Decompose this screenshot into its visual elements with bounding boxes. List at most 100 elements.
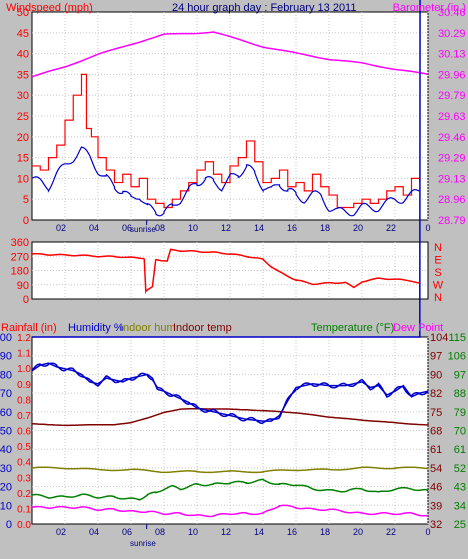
indoor-temp-tick-label: 54	[430, 463, 442, 475]
temperature-tick-label: 52	[454, 463, 466, 475]
humidity-tick-label: 10	[0, 500, 12, 512]
windspeed-tick-label: 0	[23, 215, 29, 227]
x-tick-label: 20	[353, 223, 363, 233]
humidity-tick-label: 0	[6, 519, 12, 531]
rainfall-tick-label: 0.9	[17, 380, 31, 391]
sunrise-label-top: sunrise	[130, 225, 156, 234]
rainfall-tick-label: 0.5	[17, 442, 31, 453]
x-tick-label: 08	[155, 223, 165, 233]
x-tick-label: 18	[320, 527, 330, 537]
rainfall-baseline	[31, 362, 429, 422]
rainfall-tick-label: 0.4	[17, 458, 31, 469]
temperature-tick-label: 25	[454, 519, 466, 531]
barometer-tick-label: 29.46	[438, 132, 466, 144]
humidity-tick-label: 50	[0, 426, 12, 438]
rainfall-tick-label: 0.1	[17, 504, 31, 515]
temperature-tick-label: 97	[454, 369, 466, 381]
humidity-tick-label: 60	[0, 407, 12, 419]
indoor-temp-tick-label: 61	[430, 444, 442, 456]
indoor-temp-tick-label: 97	[430, 351, 442, 363]
temperature-line	[31, 478, 429, 501]
x-tick-label: 12	[221, 223, 231, 233]
barometer-tick-label: 29.79	[438, 90, 466, 102]
compass-label: W	[433, 280, 444, 292]
barometer-tick-label: 29.96	[438, 69, 466, 81]
windspeed-tick-label: 45	[17, 28, 29, 40]
humidity-tick-label: 20	[0, 482, 12, 494]
windspeed-line	[32, 73, 421, 209]
direction-tick-label: 360	[11, 237, 29, 249]
indoor-temp-tick-label: 90	[430, 369, 442, 381]
compass-label: N	[434, 292, 442, 304]
temperature-tick-label: 106	[448, 351, 466, 363]
dew-point-line	[31, 504, 429, 518]
windspeed-tick-label: 5	[23, 194, 29, 206]
direction-tick-label: 180	[11, 266, 29, 278]
temperature-tick-label: 88	[454, 388, 466, 400]
compass-label: N	[434, 242, 442, 254]
windspeed-tick-label: 20	[17, 132, 29, 144]
indoor-temp-line	[31, 407, 429, 427]
indoor-temp-tick-label: 82	[430, 388, 442, 400]
barometer-tick-label: 30.13	[438, 49, 466, 61]
x-tick-label: 04	[89, 527, 99, 537]
indoor-hum-label: Indoor hum	[120, 322, 176, 334]
barometer-tick-label: 30.29	[438, 28, 466, 40]
barometer-tick-label: 28.79	[438, 215, 466, 227]
barometer-tick-label: 29.63	[438, 111, 466, 123]
indoor-temp-tick-label: 39	[430, 500, 442, 512]
temperature-tick-label: 79	[454, 407, 466, 419]
indoor-temp-tick-label: 75	[430, 407, 442, 419]
wind-gust-line	[31, 146, 420, 217]
x-tick-label: 10	[188, 223, 198, 233]
windspeed-tick-label: 35	[17, 69, 29, 81]
x-tick-label: 04	[89, 223, 99, 233]
x-tick-label: 18	[320, 223, 330, 233]
windspeed-tick-label: 10	[17, 173, 29, 185]
rainfall-tick-label: 0.6	[17, 427, 31, 438]
temperature-axis-label: Temperature (°F)	[311, 322, 394, 334]
indoor-hum-line	[31, 466, 429, 474]
x-tick-label: 22	[386, 527, 396, 537]
rainfall-axis-label: Rainfall (in)	[1, 322, 57, 334]
barometer-tick-label: 29.29	[438, 153, 466, 165]
windspeed-tick-label: 40	[17, 49, 29, 61]
barometer-tick-label: 29.13	[438, 173, 466, 185]
humidity-tick-label: 90	[0, 351, 12, 363]
x-tick-label: 02	[56, 223, 66, 233]
rainfall-tick-label: 0.3	[17, 473, 31, 484]
chart-title: 24 hour graph day : February 13 2011	[172, 2, 356, 14]
rainfall-tick-label: 0.0	[17, 520, 31, 531]
compass-label: E	[434, 255, 441, 267]
temperature-tick-label: 115	[448, 332, 466, 344]
humidity-axis-label: Humidity %	[68, 322, 124, 334]
indoor-temp-label: Indoor temp	[173, 322, 232, 334]
x-tick-label: 20	[353, 527, 363, 537]
dew-point-label: Dew Point	[393, 322, 443, 334]
indoor-temp-tick-label: 32	[430, 519, 442, 531]
windspeed-tick-label: 15	[17, 153, 29, 165]
barometer-tick-label: 28.96	[438, 194, 466, 206]
humidity-tick-label: 40	[0, 444, 12, 456]
rainfall-tick-label: 0.2	[17, 489, 31, 500]
compass-label: S	[434, 267, 441, 279]
sunrise-label-bottom: sunrise	[130, 539, 156, 548]
x-tick-label: 02	[56, 527, 66, 537]
x-tick-label: 06	[122, 223, 132, 233]
x-tick-label: 06	[122, 527, 132, 537]
windspeed-axis-label: Windspeed (mph)	[6, 2, 93, 14]
rainfall-tick-label: 0.7	[17, 411, 31, 422]
barometer-tick-label: 30.46	[438, 7, 466, 19]
temperature-tick-label: 43	[454, 482, 466, 494]
barometer-line	[31, 31, 429, 78]
humidity-tick-label: 100	[0, 332, 12, 344]
x-tick-label: 14	[254, 223, 264, 233]
x-tick-label: 0	[425, 527, 430, 537]
rainfall-tick-label: 1.2	[17, 333, 31, 344]
x-tick-label: 12	[221, 527, 231, 537]
direction-tick-label: 0	[23, 294, 29, 306]
barometer-axis-label: Barometer (in.)	[393, 2, 466, 14]
windspeed-tick-label: 30	[17, 90, 29, 102]
windspeed-tick-label: 50	[17, 7, 29, 19]
